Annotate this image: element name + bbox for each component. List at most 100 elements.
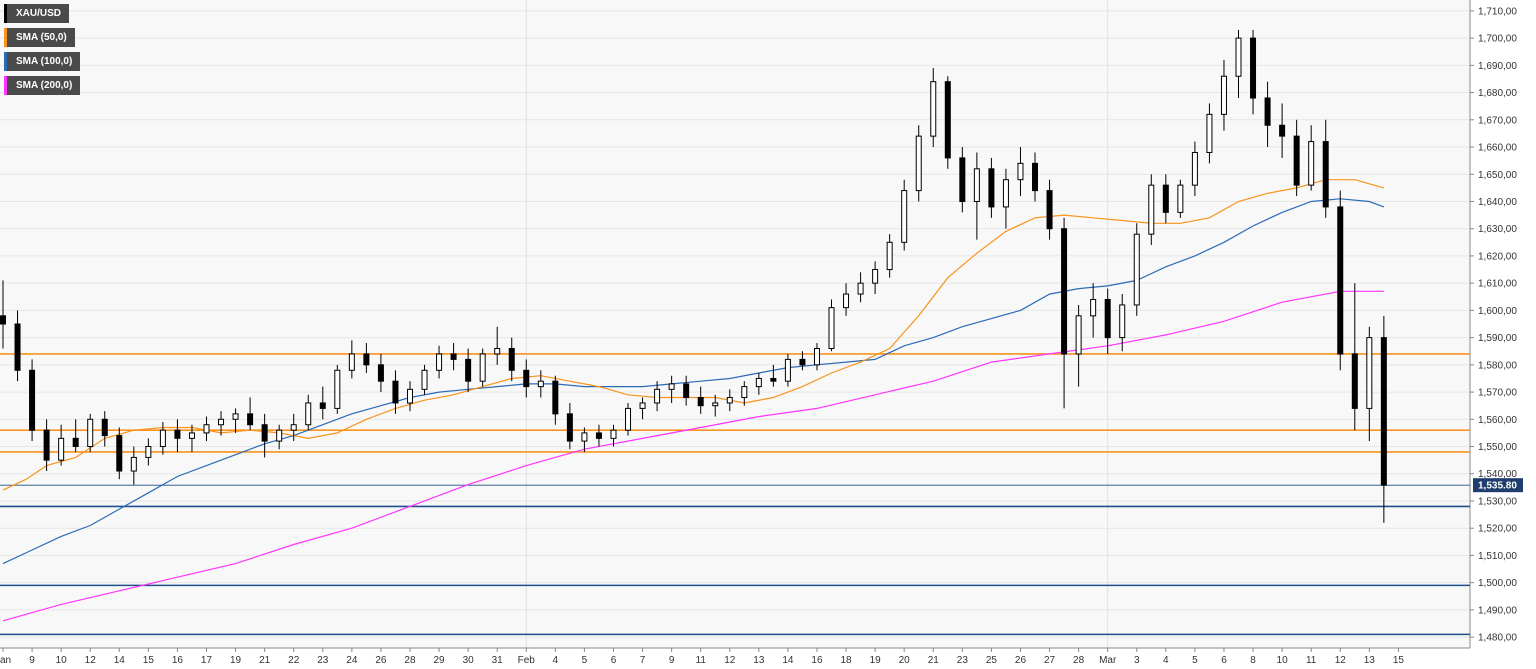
y-tick-label: 1,630,00 (1478, 224, 1517, 235)
x-tick-label: 6 (1221, 655, 1227, 666)
x-tick-label: 19 (870, 655, 882, 666)
y-tick-label: 1,710,00 (1478, 6, 1517, 17)
candle-body (886, 241, 893, 271)
plot-area (0, 0, 1470, 648)
y-tick-label: 1,530,00 (1478, 496, 1517, 507)
y-tick-label: 1,660,00 (1478, 143, 1517, 154)
candle-body (930, 81, 937, 137)
candle-body (116, 435, 123, 472)
x-tick-label: 10 (1277, 655, 1289, 666)
x-tick-label: 11 (696, 655, 707, 666)
candle-body (944, 81, 951, 159)
candle-body (1206, 113, 1213, 153)
x-tick-label: 10 (56, 655, 68, 666)
candle-body (552, 380, 559, 415)
x-tick-label: 7 (640, 655, 646, 666)
candle-body (0, 315, 6, 325)
candle-body (1250, 37, 1257, 99)
candle-body (363, 353, 370, 366)
candle-body (247, 413, 254, 426)
x-tick-label: 3 (1134, 655, 1140, 666)
legend-swatch-sma200 (4, 76, 7, 95)
x-tick-label: 16 (811, 655, 823, 666)
candle-body (741, 386, 748, 399)
x-tick-label: 12 (1335, 655, 1347, 666)
candle-body (1366, 337, 1373, 409)
current-price-label: 1,535.80 (1478, 481, 1517, 492)
y-tick-label: 1,480,00 (1478, 633, 1517, 644)
candle-body (1075, 315, 1082, 355)
legend-swatch-sma50 (4, 28, 7, 47)
candle-body (1308, 141, 1315, 186)
candle-body (232, 413, 239, 420)
candle-body (72, 437, 79, 448)
x-tick-label: Mar (1099, 655, 1117, 666)
candle-body (1177, 184, 1184, 213)
y-tick-label: 1,620,00 (1478, 251, 1517, 262)
y-tick-label: 1,590,00 (1478, 333, 1517, 344)
y-tick-label: 1,490,00 (1478, 605, 1517, 616)
y-tick-label: 1,570,00 (1478, 388, 1517, 399)
candle-body (1148, 184, 1155, 235)
candle-body (566, 413, 573, 442)
candle-body (581, 432, 588, 442)
x-tick-label: 22 (288, 655, 300, 666)
y-tick-label: 1,510,00 (1478, 551, 1517, 562)
chart-legend: XAU/USD SMA (50,0) SMA (100,0) SMA (200,… (4, 4, 81, 100)
x-tick-label: 12 (724, 655, 736, 666)
candle-body (1032, 162, 1039, 192)
legend-swatch-xauusd (4, 4, 7, 23)
candle-body (595, 432, 602, 439)
candle-body (1061, 228, 1068, 355)
candle-body (290, 424, 297, 431)
x-tick-label: 4 (553, 655, 559, 666)
candle-body (1017, 162, 1024, 181)
x-tick-label: 28 (1073, 655, 1085, 666)
candle-body (654, 388, 661, 404)
y-tick-label: 1,700,00 (1478, 34, 1517, 45)
candle-body (174, 429, 181, 439)
candle-body (697, 397, 704, 407)
x-tick-label: Jan (0, 655, 11, 666)
x-tick-label: 30 (463, 655, 475, 666)
legend-item-sma100[interactable]: SMA (100,0) (4, 52, 81, 71)
x-tick-label: 13 (1364, 655, 1376, 666)
candle-body (1380, 337, 1387, 486)
candle-body (29, 369, 36, 431)
candle-body (145, 446, 152, 458)
y-tick-label: 1,610,00 (1478, 279, 1517, 290)
x-tick-label: 14 (114, 655, 126, 666)
candle-body (828, 307, 835, 350)
legend-item-xauusd[interactable]: XAU/USD (4, 4, 70, 23)
candle-body (406, 388, 413, 404)
x-tick-label: 8 (1250, 655, 1256, 666)
x-tick-label: 23 (957, 655, 969, 666)
x-tick-label: Feb (518, 655, 536, 666)
x-tick-label: 21 (259, 655, 271, 666)
candle-body (130, 456, 137, 472)
candle-body (799, 358, 806, 366)
legend-item-sma200[interactable]: SMA (200,0) (4, 76, 81, 95)
x-tick-label: 6 (611, 655, 617, 666)
candle-body (87, 418, 94, 448)
legend-item-sma50[interactable]: SMA (50,0) (4, 28, 75, 47)
candle-body (915, 135, 922, 192)
x-tick-label: 14 (782, 655, 794, 666)
candle-body (1046, 190, 1053, 230)
x-tick-label: 5 (1192, 655, 1198, 666)
x-tick-label: 27 (1044, 655, 1056, 666)
candle-body (436, 353, 443, 371)
y-tick-label: 1,650,00 (1478, 170, 1517, 181)
candle-body (1191, 151, 1198, 186)
candle-body (348, 353, 355, 371)
y-tick-label: 1,690,00 (1478, 61, 1517, 72)
candle-body (392, 380, 399, 404)
x-tick-label: 12 (85, 655, 97, 666)
candle-body (973, 168, 980, 202)
x-tick-label: 21 (928, 655, 940, 666)
y-tick-label: 1,600,00 (1478, 306, 1517, 317)
candle-body (988, 168, 995, 208)
y-tick-label: 1,540,00 (1478, 469, 1517, 480)
candle-body (755, 377, 762, 388)
